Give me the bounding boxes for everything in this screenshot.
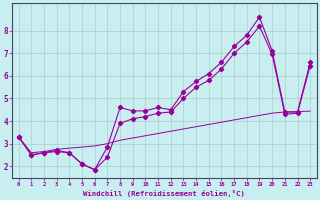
X-axis label: Windchill (Refroidissement éolien,°C): Windchill (Refroidissement éolien,°C) bbox=[84, 190, 245, 197]
